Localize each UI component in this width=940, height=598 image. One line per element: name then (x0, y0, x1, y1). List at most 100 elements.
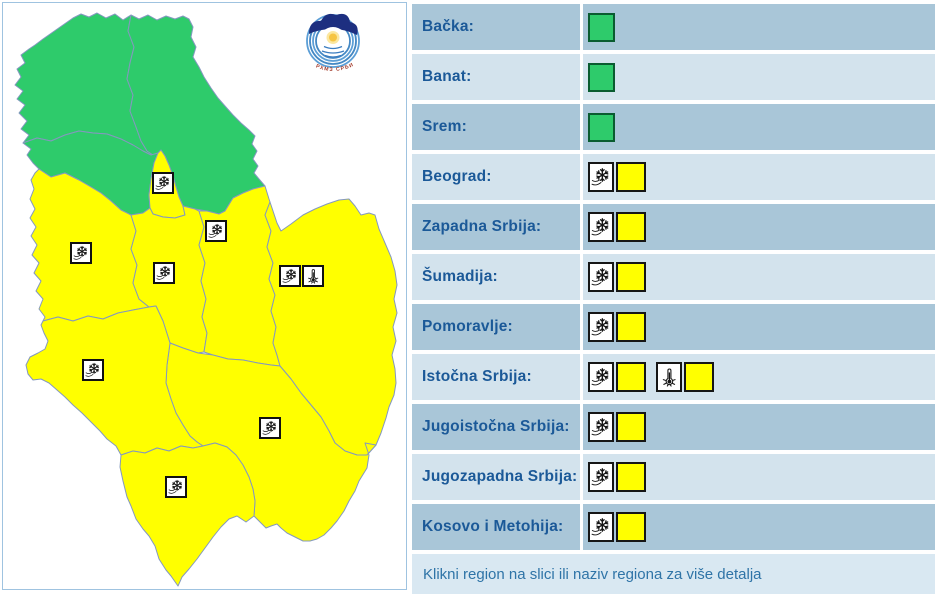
snowflake-glyph (73, 245, 87, 260)
snowflake-glyph (591, 168, 609, 186)
warning-level-box-yellow (616, 362, 646, 392)
logo-cloud (309, 13, 358, 35)
snowflake-glyph (208, 223, 222, 238)
region-label-jugozapadna-srbija[interactable]: Jugozapadna Srbija: (412, 454, 580, 500)
snowflake-glyph (591, 268, 609, 286)
map-marker-snow-warning-icon-kosovo-i-metohija (165, 476, 187, 498)
warning-level-box-yellow (616, 212, 646, 242)
snow-warning-icon (588, 362, 614, 392)
snowflake-glyph (591, 368, 609, 386)
snow-warning-icon (588, 512, 614, 542)
region-warnings-kosovo-i-metohija (583, 504, 935, 550)
region-warnings-backa (583, 4, 935, 50)
warning-chip-snow (588, 212, 646, 242)
warning-chip-cold (656, 362, 714, 392)
region-label-istocna-srbija[interactable]: Istočna Srbija: (412, 354, 580, 400)
snowflake-glyph (156, 265, 170, 280)
region-label-sumadija[interactable]: Šumadija: (412, 254, 580, 300)
warning-chip-snow (588, 512, 646, 542)
map-marker-snow-warning-icon-beograd (152, 172, 174, 194)
region-label-banat[interactable]: Banat: (412, 54, 580, 100)
region-label-jugoistocna-srbija[interactable]: Jugoistočna Srbija: (412, 404, 580, 450)
region-row-jugoistocna-srbija: Jugoistočna Srbija: (412, 404, 935, 450)
snowflake-glyph (168, 479, 182, 494)
region-row-jugozapadna-srbija: Jugozapadna Srbija: (412, 454, 935, 500)
region-row-backa: Bačka: (412, 4, 935, 50)
map-marker-snow-warning-icon-pomoravlje (205, 220, 227, 242)
region-label-beograd[interactable]: Beograd: (412, 154, 580, 200)
region-label-zapadna-srbija[interactable]: Zapadna Srbija: (412, 204, 580, 250)
map-marker-snow-warning-icon-sumadija (153, 262, 175, 284)
region-row-sumadija: Šumadija: (412, 254, 935, 300)
snow-warning-icon (588, 462, 614, 492)
map-marker-snow-warning-icon-jugoistocna-srbija (259, 417, 281, 439)
map-region-istocna-srbija[interactable] (264, 198, 398, 456)
region-warnings-zapadna-srbija (583, 204, 935, 250)
map-marker-low-temperature-warning-icon-istocna-srbija (302, 265, 324, 287)
thermometer-glyph (662, 368, 676, 387)
snowflake-glyph (591, 318, 609, 336)
warning-chip-snow (588, 362, 646, 392)
region-warnings-sumadija (583, 254, 935, 300)
warning-chip-snow (588, 412, 646, 442)
snowflake-glyph (591, 218, 609, 236)
region-warnings-beograd (583, 154, 935, 200)
snow-warning-icon (588, 212, 614, 242)
warning-level-box-yellow (616, 262, 646, 292)
region-table: Bačka: Banat: Srem: Beograd: Zapadna Srbija:… (412, 4, 935, 594)
region-label-pomoravlje[interactable]: Pomoravlje: (412, 304, 580, 350)
snowflake-glyph (262, 420, 276, 435)
region-label-srem[interactable]: Srem: (412, 104, 580, 150)
region-label-kosovo-i-metohija[interactable]: Kosovo i Metohija: (412, 504, 580, 550)
warning-level-box-yellow (684, 362, 714, 392)
region-warnings-pomoravlje (583, 304, 935, 350)
map-hint-text: Klikni region na slici ili naziv regiona… (412, 554, 935, 594)
region-row-kosovo-i-metohija: Kosovo i Metohija: (412, 504, 935, 550)
warning-chip-snow (588, 262, 646, 292)
rhmz-logo: РХМЗ СРБИЈЕ (300, 8, 360, 73)
region-warnings-jugozapadna-srbija (583, 454, 935, 500)
warning-chip-snow (588, 162, 646, 192)
warning-chip-snow (588, 312, 646, 342)
map-panel: РХМЗ СРБИЈЕ (2, 2, 407, 590)
warning-level-box-yellow (616, 512, 646, 542)
serbia-map (14, 12, 398, 587)
region-row-banat: Banat: (412, 54, 935, 100)
snow-warning-icon (588, 312, 614, 342)
region-warnings-banat (583, 54, 935, 100)
snowflake-glyph (591, 468, 609, 486)
region-row-istocna-srbija: Istočna Srbija: (412, 354, 935, 400)
region-row-beograd: Beograd: (412, 154, 935, 200)
map-region-banat[interactable] (126, 14, 266, 215)
snowflake-glyph (282, 268, 296, 283)
region-label-backa[interactable]: Bačka: (412, 4, 580, 50)
low-temperature-warning-icon (656, 362, 682, 392)
map-marker-snow-warning-icon-istocna-srbija (279, 265, 301, 287)
map-marker-snow-warning-icon-jugozapadna-srbija (82, 359, 104, 381)
region-warnings-jugoistocna-srbija (583, 404, 935, 450)
map-marker-snow-warning-icon-zapadna-srbija (70, 242, 92, 264)
warning-level-box-green (588, 62, 615, 92)
warning-level-box-yellow (616, 462, 646, 492)
snowflake-glyph (591, 418, 609, 436)
warning-level-box-green (588, 112, 615, 142)
map-region-kosovo-i-metohija[interactable] (119, 442, 256, 587)
snow-warning-icon (588, 162, 614, 192)
region-row-pomoravlje: Pomoravlje: (412, 304, 935, 350)
snowflake-glyph (591, 518, 609, 536)
thermometer-glyph (308, 269, 319, 284)
region-warnings-istocna-srbija (583, 354, 935, 400)
region-warnings-srem (583, 104, 935, 150)
logo-waves (321, 45, 345, 58)
warning-level-box-yellow (616, 412, 646, 442)
warning-level-box-green (588, 12, 615, 42)
region-row-srem: Srem: (412, 104, 935, 150)
snowflake-glyph (85, 362, 99, 377)
warning-level-box-yellow (616, 162, 646, 192)
snowflake-glyph (155, 175, 169, 190)
warning-level-box-yellow (616, 312, 646, 342)
warning-chip-snow (588, 462, 646, 492)
snow-warning-icon (588, 262, 614, 292)
snow-warning-icon (588, 412, 614, 442)
region-row-zapadna-srbija: Zapadna Srbija: (412, 204, 935, 250)
